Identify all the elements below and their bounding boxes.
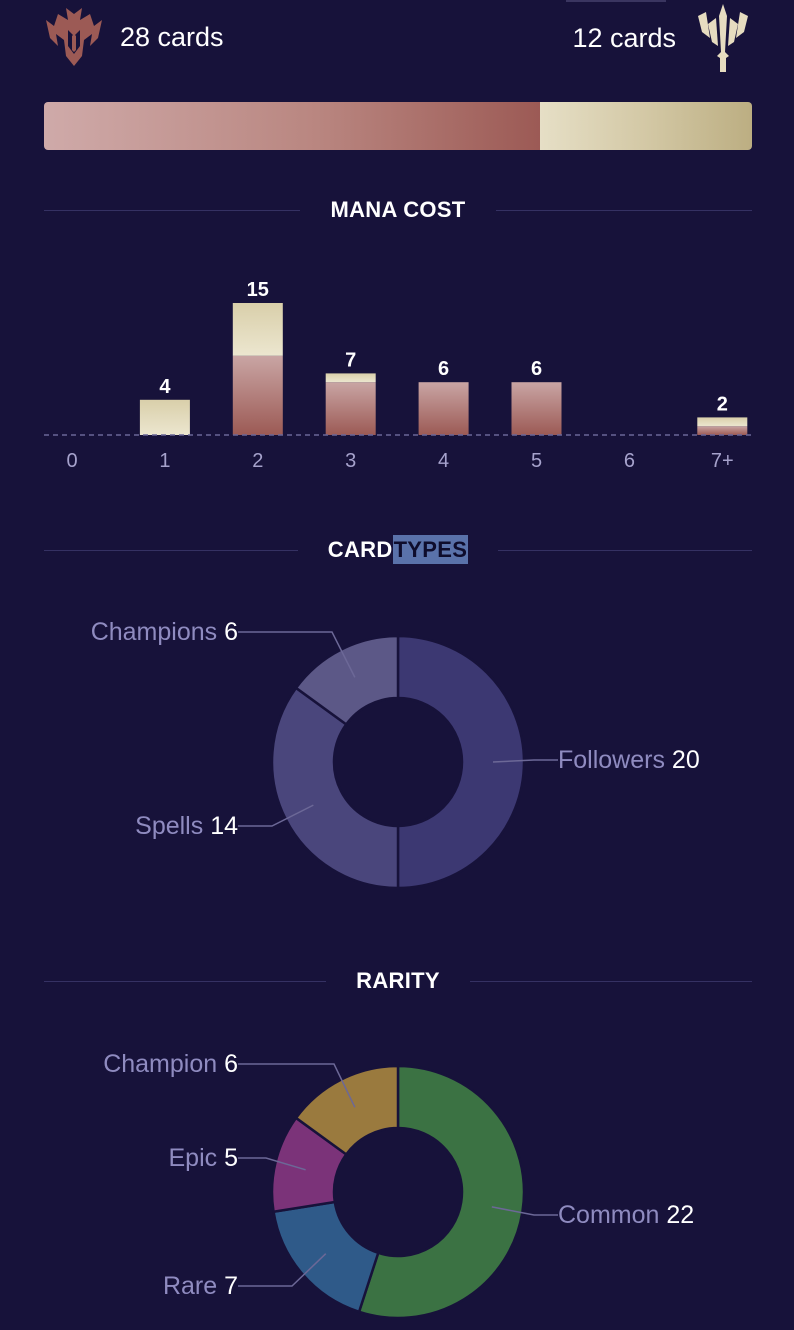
- rarity-label-common: Common 22: [558, 1201, 694, 1229]
- mana-bar-region-b: [139, 399, 190, 435]
- rarity-label-rare: Rare 7: [163, 1272, 238, 1300]
- mana-tick-label: 2: [252, 450, 263, 472]
- types-label-champions: Champions 6: [91, 618, 238, 646]
- heading-rule-left: [44, 980, 327, 982]
- mana-bar-region-a: [511, 382, 562, 435]
- region-left: 28 cards: [44, 6, 224, 68]
- rarity-leader-line: [238, 1063, 356, 1108]
- mana-tick-label: 0: [66, 450, 77, 472]
- rarity-slice-rare: [272, 1200, 380, 1314]
- rarity-title: RARITY: [356, 968, 440, 993]
- mana-bar-region-a: [232, 355, 283, 435]
- noxus-region-icon: [46, 8, 102, 66]
- heading-rule-left: [44, 549, 298, 551]
- card-types-title-word1: CARD: [327, 537, 393, 562]
- types-leader-line: [238, 804, 314, 827]
- heading-rule-left: [44, 209, 301, 211]
- mana-bar-value-label: 15: [247, 279, 269, 301]
- mana-bar-value-label: 7: [345, 349, 356, 371]
- top-divider: [566, 0, 666, 2]
- types-slice-champions: [294, 634, 400, 727]
- types-leader-line: [492, 759, 558, 763]
- types-leader-line: [238, 631, 356, 678]
- mana-cost-title: MANA COST: [330, 197, 466, 222]
- mana-bar-region-b: [325, 373, 376, 383]
- split-bar-left-region: [44, 102, 540, 150]
- mana-tick-label: 5: [531, 450, 542, 472]
- rarity-donut-chart: Common 22 Rare 7 Epic 5 Champion 6: [103, 1050, 694, 1320]
- rarity-heading: RARITY: [44, 966, 753, 996]
- mana-bar-value-label: 2: [717, 393, 728, 415]
- mana-bar-region-b: [232, 303, 283, 356]
- card-types-title-word2-selected: TYPES: [392, 535, 469, 564]
- mana-bar-region-a: [325, 382, 376, 435]
- mana-bar-region-a: [418, 382, 469, 435]
- rarity-leader-line: [238, 1157, 306, 1171]
- mana-bar-value-label: 6: [438, 358, 449, 380]
- mana-cost-chart: 4 15 7 6 6 2 0 1 2 3 4 5 6 7+: [44, 279, 752, 472]
- heading-rule-right: [495, 209, 753, 211]
- mana-bar-value-label: 6: [531, 358, 542, 380]
- rarity-label-epic: Epic 5: [169, 1144, 239, 1172]
- types-label-followers: Followers 20: [558, 746, 700, 774]
- right-region-card-count: 12 cards: [572, 22, 676, 53]
- card-types-title: CARDTYPES: [298, 535, 498, 564]
- region-right: 12 cards: [572, 2, 752, 74]
- mana-bar-region-b: [697, 417, 748, 427]
- region-split-bar: [44, 102, 752, 150]
- types-slice-followers: [396, 634, 526, 890]
- left-region-card-count: 28 cards: [120, 21, 224, 52]
- mana-bar-region-a: [697, 426, 748, 435]
- mana-bar-value-label: 4: [159, 376, 171, 398]
- mana-tick-label: 6: [624, 450, 635, 472]
- rarity-leader-line: [491, 1206, 558, 1216]
- card-types-donut-chart: Followers 20 Spells 14 Champions 6: [91, 618, 700, 890]
- split-bar-right-region: [539, 102, 752, 150]
- rarity-slice-common: [357, 1064, 526, 1320]
- mana-tick-label: 3: [345, 450, 356, 472]
- heading-rule-right: [498, 549, 752, 551]
- mana-tick-label: 1: [159, 450, 170, 472]
- rarity-slice-champion: [294, 1064, 400, 1157]
- mana-tick-label: 4: [438, 450, 449, 472]
- mana-tick-label: 7+: [711, 450, 734, 472]
- heading-rule-right: [469, 980, 753, 982]
- types-slice-spells: [270, 686, 400, 890]
- rarity-leader-line: [238, 1253, 327, 1287]
- demacia-region-icon: [698, 4, 748, 72]
- types-label-spells: Spells 14: [135, 812, 238, 840]
- card-types-heading: CARDTYPES: [44, 535, 752, 565]
- mana-cost-heading: MANA COST: [44, 195, 753, 225]
- deck-region-header: 28 cards 12 cards: [44, 0, 752, 80]
- rarity-label-champion: Champion 6: [103, 1050, 238, 1078]
